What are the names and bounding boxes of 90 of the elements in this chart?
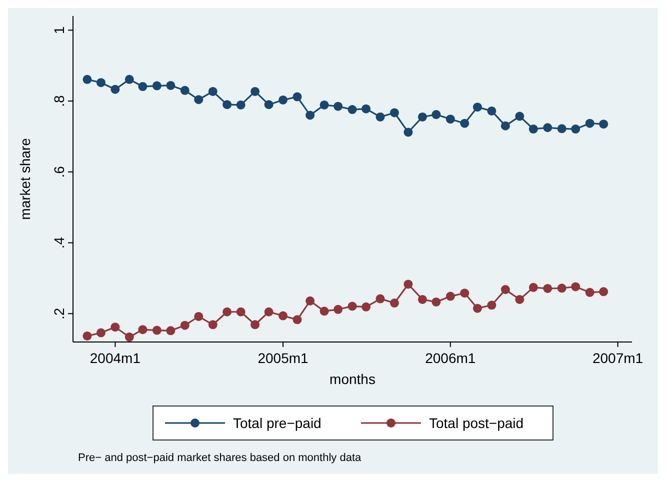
point (96, 328, 106, 338)
point (82, 74, 92, 84)
point (557, 284, 566, 293)
point (278, 311, 288, 320)
point (376, 294, 385, 304)
x-tick-label: 2004m1 (90, 350, 141, 366)
y-tick-label: 1 (51, 26, 67, 34)
point (515, 294, 524, 304)
point (222, 100, 232, 110)
point (236, 100, 246, 110)
point (124, 74, 134, 84)
point (222, 307, 232, 316)
point (362, 302, 371, 312)
point (487, 300, 496, 310)
point (515, 112, 524, 121)
point (348, 105, 357, 114)
point (264, 100, 274, 110)
point (236, 307, 246, 316)
point (152, 81, 162, 90)
point (292, 92, 302, 102)
y-axis-title: market share (17, 138, 33, 220)
point (571, 282, 580, 292)
point (138, 82, 148, 92)
point (404, 280, 413, 289)
x-tick-label: 2005m1 (258, 350, 309, 366)
point (543, 284, 552, 293)
point (376, 112, 385, 122)
text: Pre− and post−paid market shares based on monthly data (78, 452, 362, 464)
point (264, 307, 274, 316)
y-tick-label: .8 (51, 95, 67, 107)
x-tick-label: 2006m1 (425, 350, 476, 366)
point (432, 297, 441, 306)
point (250, 320, 260, 330)
point (194, 312, 204, 321)
point (404, 128, 413, 137)
y-tick-label: .4 (51, 236, 67, 249)
point (543, 123, 552, 132)
point (82, 331, 92, 340)
point (528, 124, 538, 134)
legend-label: Total pre−paid (233, 415, 322, 431)
point (208, 86, 218, 96)
point (418, 112, 427, 122)
point (166, 326, 176, 336)
point (180, 86, 190, 95)
point (362, 104, 371, 114)
point (599, 120, 608, 129)
point (528, 282, 538, 292)
point (585, 118, 594, 128)
point (194, 95, 204, 104)
point (460, 118, 470, 128)
point (557, 124, 566, 134)
point (292, 315, 302, 324)
point (208, 320, 218, 330)
point (446, 292, 455, 301)
point (334, 102, 343, 111)
point (96, 78, 106, 88)
point (585, 288, 594, 297)
point (460, 288, 470, 298)
point (110, 84, 120, 94)
point (306, 110, 315, 120)
point (166, 80, 176, 90)
point (390, 298, 399, 308)
point (124, 332, 134, 342)
point (334, 304, 343, 314)
y-tick-label: .2 (51, 308, 67, 320)
x-axis-title: months (330, 371, 376, 387)
point (487, 106, 496, 116)
point (390, 108, 399, 118)
legend-label: Total post−paid (429, 415, 524, 431)
point (418, 294, 427, 304)
point (348, 302, 357, 311)
point (446, 114, 455, 124)
point (500, 285, 510, 294)
point (472, 304, 482, 313)
point (138, 325, 148, 334)
point (432, 110, 441, 120)
point (250, 86, 260, 96)
point (180, 320, 190, 330)
x-tick-label: 2007m1 (592, 350, 644, 366)
point (500, 121, 510, 130)
point (278, 95, 288, 104)
point (599, 287, 608, 296)
point (110, 322, 120, 332)
point (320, 100, 329, 110)
point (571, 124, 580, 134)
point (472, 102, 482, 112)
point (306, 296, 315, 306)
point (320, 306, 329, 316)
y-tick-label: .6 (51, 166, 67, 178)
point (152, 326, 162, 335)
